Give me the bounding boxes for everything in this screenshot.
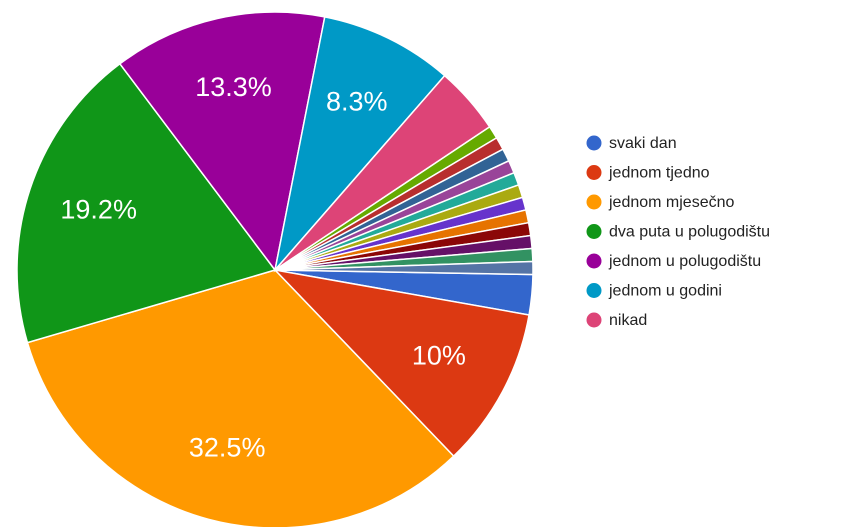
legend-swatch xyxy=(586,312,602,328)
pie-slice xyxy=(273,15,446,273)
legend-label: nikad xyxy=(609,312,647,329)
slice-label: 19.2% xyxy=(60,195,137,225)
legend-label: jednom mjesečno xyxy=(608,194,735,211)
legend-label: dva puta u polugodištu xyxy=(609,224,770,241)
legend-label: jednom tjedno xyxy=(608,165,710,182)
legend-swatch xyxy=(586,165,602,180)
legend-label: jednom u polugodištu xyxy=(608,253,761,270)
slice-label: 13.3% xyxy=(195,72,272,102)
pie-slice xyxy=(272,268,530,458)
pie-slice xyxy=(118,11,326,272)
legend-swatch xyxy=(586,283,602,298)
legend-label: svaki dan xyxy=(609,135,677,152)
pie-slice xyxy=(26,269,455,527)
legend-label: jednom u godini xyxy=(608,283,722,300)
pie-slice xyxy=(16,62,277,344)
legend-swatch xyxy=(586,194,602,210)
pie-slice xyxy=(274,260,534,276)
slice-label: 10% xyxy=(412,341,466,371)
slice-label: 8.3% xyxy=(326,86,388,116)
legend-swatch xyxy=(586,253,602,269)
legend-swatch xyxy=(586,135,602,151)
slice-label: 32.5% xyxy=(189,433,266,463)
legend-swatch xyxy=(586,224,602,239)
